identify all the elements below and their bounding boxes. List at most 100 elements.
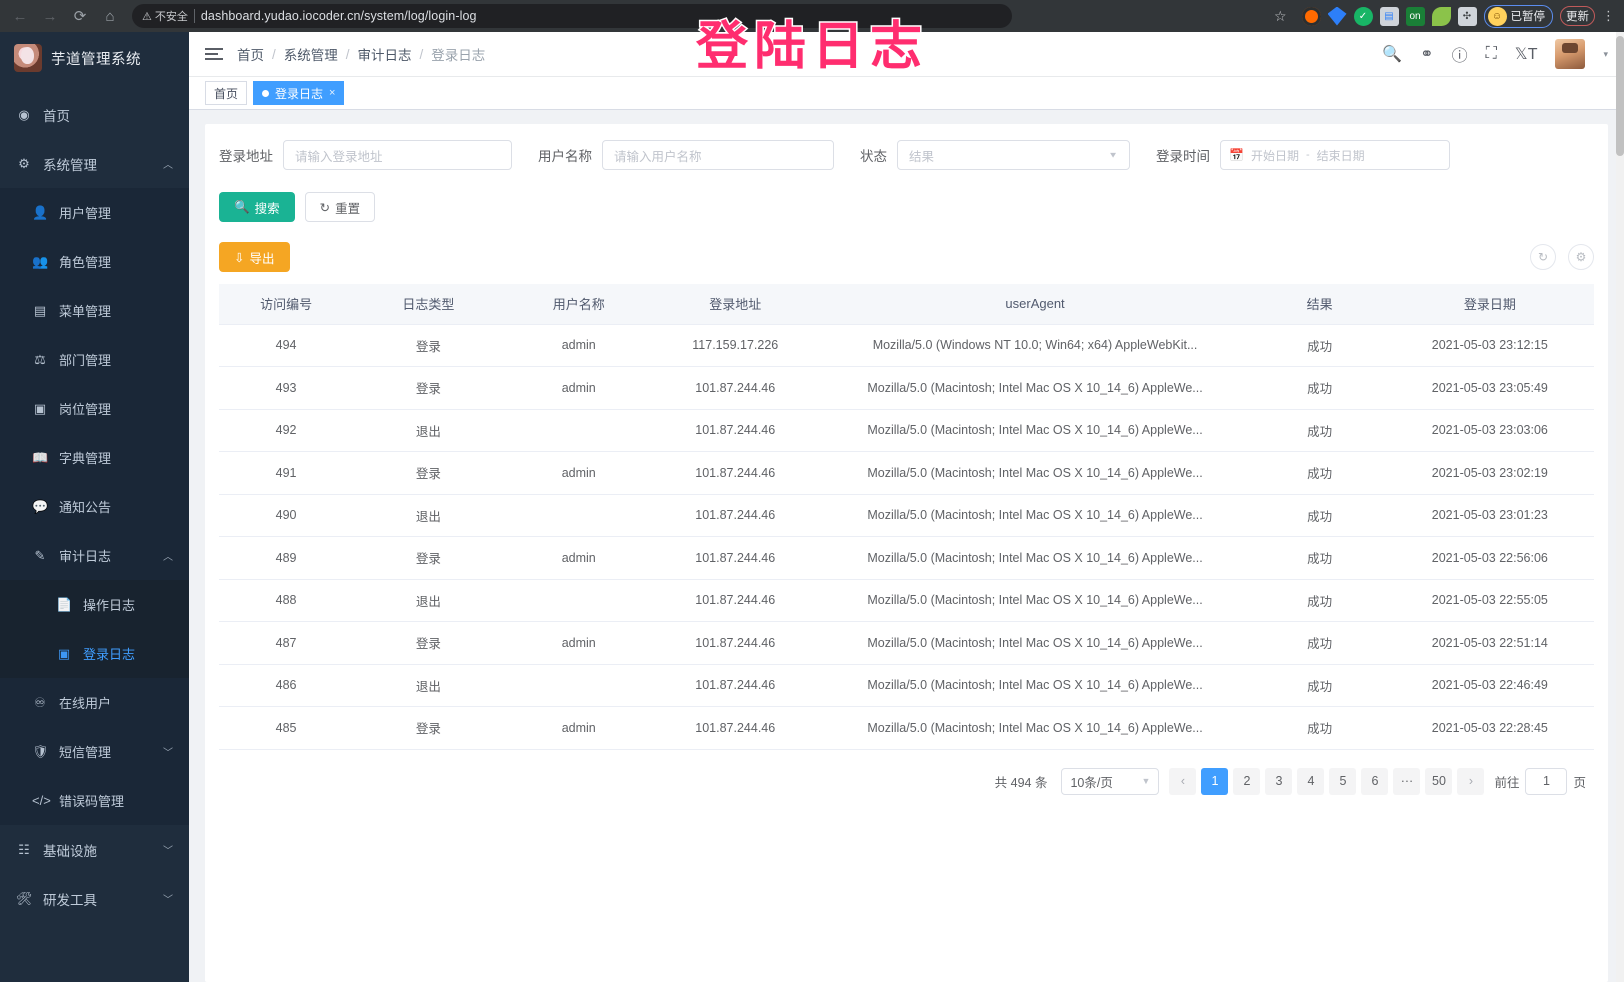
page-button-4[interactable]: 4	[1297, 767, 1325, 795]
login-address-input[interactable]: 请输入登录地址	[283, 140, 512, 170]
table-row[interactable]: 489 登录 admin 101.87.244.46 Mozilla/5.0 (Maci…	[219, 536, 1594, 580]
status-select[interactable]: 结果 ▼	[897, 140, 1130, 170]
refresh-icon[interactable]: ↻	[1530, 244, 1556, 270]
close-icon[interactable]: ×	[329, 87, 336, 99]
paused-badge[interactable]: ☺ 已暂停	[1483, 4, 1553, 28]
table-row[interactable]: 491 登录 admin 101.87.244.46 Mozilla/5.0 (Maci…	[219, 451, 1594, 495]
columns-icon[interactable]: ⚙	[1568, 244, 1594, 270]
input-placeholder: 请输入用户名称	[614, 149, 702, 164]
fullscreen-icon[interactable]: ⛶	[1485, 45, 1497, 62]
page-button-2[interactable]: 2	[1233, 767, 1261, 795]
cell-address: 101.87.244.46	[653, 621, 817, 665]
sidebar-item-menus[interactable]: ▤ 菜单管理	[0, 286, 189, 335]
green-leaf-icon[interactable]	[1431, 6, 1451, 26]
puzzle-icon[interactable]: ✣	[1457, 6, 1477, 26]
page-button-50[interactable]: 50	[1425, 767, 1453, 795]
sidebar-item-posts[interactable]: ▣ 岗位管理	[0, 384, 189, 433]
search-button[interactable]: 🔍 搜索	[219, 192, 295, 222]
back-icon[interactable]: ←	[12, 7, 28, 25]
sidebar-item-sms[interactable]: 🛡 短信管理 ﹀	[0, 727, 189, 776]
page-size-select[interactable]: 10条/页 ▼	[1061, 767, 1160, 795]
cell-type: 登录	[353, 706, 504, 750]
forward-icon[interactable]: →	[42, 7, 58, 25]
username-input[interactable]: 请输入用户名称	[602, 140, 834, 170]
brand-logo[interactable]: 芋道管理系统	[0, 32, 189, 84]
page-scrollbar-thumb[interactable]	[1616, 36, 1624, 156]
export-button[interactable]: ⇩ 导出	[219, 242, 290, 272]
home-icon[interactable]: ⌂	[105, 7, 115, 25]
orange-ring-icon[interactable]	[1301, 6, 1321, 26]
table-row[interactable]: 492 退出 101.87.244.46 Mozilla/5.0 (Macintosh…	[219, 409, 1594, 452]
reset-button[interactable]: ↻ 重置	[304, 192, 376, 222]
security-status[interactable]: ⚠ 不安全	[142, 8, 188, 24]
search-icon: 🔍	[234, 199, 250, 214]
sidebar-item-departments[interactable]: ⚖ 部门管理	[0, 335, 189, 384]
sidebar-item-online-users[interactable]: ♾ 在线用户	[0, 678, 189, 727]
table-tool-icons: ↻ ⚙	[1530, 244, 1594, 270]
cell-useragent: Mozilla/5.0 (Macintosh; Intel Mac OS X 1…	[816, 621, 1254, 665]
breadcrumb-item-audit[interactable]: 审计日志	[357, 48, 412, 63]
sidebar-item-roles[interactable]: 👥 角色管理	[0, 237, 189, 286]
table-row[interactable]: 486 退出 101.87.244.46 Mozilla/5.0 (Macintosh…	[219, 664, 1594, 707]
reload-icon[interactable]: ⟳	[73, 8, 87, 25]
page-button-3[interactable]: 3	[1265, 767, 1293, 795]
translate-on-icon[interactable]: on	[1405, 6, 1425, 26]
table-row[interactable]: 488 退出 101.87.244.46 Mozilla/5.0 (Macintosh…	[219, 579, 1594, 622]
sidebar-item-system[interactable]: ⚙ 系统管理 ︿	[0, 139, 189, 188]
search-icon[interactable]: 🔍	[1382, 46, 1403, 63]
navbar-actions: 🔍 ⚭ ⓘ ⛶ 𝕏T ▾	[1382, 39, 1608, 69]
chrome-menu-icon[interactable]: ⋮	[1602, 8, 1615, 23]
sidebar-item-home[interactable]: ◉ 首页	[0, 90, 189, 139]
sidebar-item-audit-log[interactable]: ✎ 审计日志 ︿	[0, 531, 189, 580]
table-row[interactable]: 490 退出 101.87.244.46 Mozilla/5.0 (Macintosh…	[219, 494, 1594, 537]
sidebar-item-infrastructure[interactable]: ☷ 基础设施 ﹀	[0, 825, 189, 874]
cell-address: 101.87.244.46	[653, 409, 817, 452]
table-row[interactable]: 487 登录 admin 101.87.244.46 Mozilla/5.0 (Maci…	[219, 621, 1594, 665]
chevron-down-icon[interactable]: ▾	[1603, 48, 1608, 59]
sidebar-item-operation-log[interactable]: 📄 操作日志	[0, 580, 189, 629]
blue-doc-icon[interactable]: ▤	[1379, 6, 1399, 26]
jump-input[interactable]: 1	[1525, 767, 1568, 795]
table-row[interactable]: 485 登录 admin 101.87.244.46 Mozilla/5.0 (Maci…	[219, 706, 1594, 750]
tag-login-log[interactable]: 登录日志 ×	[253, 81, 345, 105]
page-button-6[interactable]: 6	[1361, 767, 1389, 795]
sidebar-item-dev-tools[interactable]: 🛠 研发工具 ﹀	[0, 874, 189, 923]
page-button-5[interactable]: 5	[1329, 767, 1357, 795]
page-scrollbar[interactable]	[1616, 32, 1624, 982]
breadcrumb-item-system[interactable]: 系统管理	[283, 48, 338, 63]
sidebar-item-dictionary[interactable]: 📖 字典管理	[0, 433, 189, 482]
page-button-1[interactable]: 1	[1201, 767, 1229, 795]
cell-id: 488	[219, 579, 354, 622]
green-check-icon[interactable]: ✓	[1353, 6, 1373, 26]
table-row[interactable]: 493 登录 admin 101.87.244.46 Mozilla/5.0 (Maci…	[219, 366, 1594, 410]
font-size-icon[interactable]: 𝕏T	[1514, 46, 1538, 63]
edit-icon: ✎	[34, 547, 46, 563]
next-page-button[interactable]: ›	[1457, 767, 1485, 795]
help-icon[interactable]: ⓘ	[1451, 48, 1468, 65]
sidebar-item-error-code[interactable]: </> 错误码管理	[0, 776, 189, 825]
sidebar-item-login-log[interactable]: ▣ 登录日志	[0, 629, 189, 678]
chevron-down-icon: ﹀	[163, 846, 173, 857]
blue-diamond-icon[interactable]	[1327, 6, 1347, 26]
table-header-row: 访问编号 日志类型 用户名称 登录地址 userAgent 结果 登录日期	[219, 284, 1594, 325]
bookmark-star-icon[interactable]: ☆	[1273, 7, 1287, 24]
tags-view: 首页 登录日志 ×	[189, 76, 1624, 110]
total-count: 共 494 条	[994, 775, 1048, 790]
table-row[interactable]: 494 登录 admin 117.159.17.226 Mozilla/5.0 (Win…	[219, 324, 1594, 367]
address-bar[interactable]: ⚠ 不安全 dashboard.yudao.iocoder.cn/system/…	[132, 4, 1012, 28]
cell-address: 117.159.17.226	[653, 324, 817, 367]
sidebar-item-label: 研发工具	[43, 892, 97, 908]
sidebar-item-users[interactable]: 👤 用户管理	[0, 188, 189, 237]
login-log-icon: ▣	[57, 645, 71, 661]
breadcrumb-item-home[interactable]: 首页	[237, 48, 264, 63]
page-button-···[interactable]: ···	[1393, 767, 1421, 795]
avatar[interactable]	[1555, 39, 1586, 69]
prev-page-button[interactable]: ‹	[1169, 767, 1197, 795]
tag-home[interactable]: 首页	[205, 81, 248, 105]
update-button[interactable]: 更新	[1560, 6, 1595, 26]
cell-address: 101.87.244.46	[653, 494, 817, 537]
github-icon[interactable]: ⚭	[1420, 46, 1434, 63]
sidebar-toggle-icon[interactable]	[205, 48, 223, 60]
sidebar-item-notices[interactable]: 💬 通知公告	[0, 482, 189, 531]
login-time-daterange[interactable]: 📅 开始日期 - 结束日期	[1220, 140, 1450, 170]
